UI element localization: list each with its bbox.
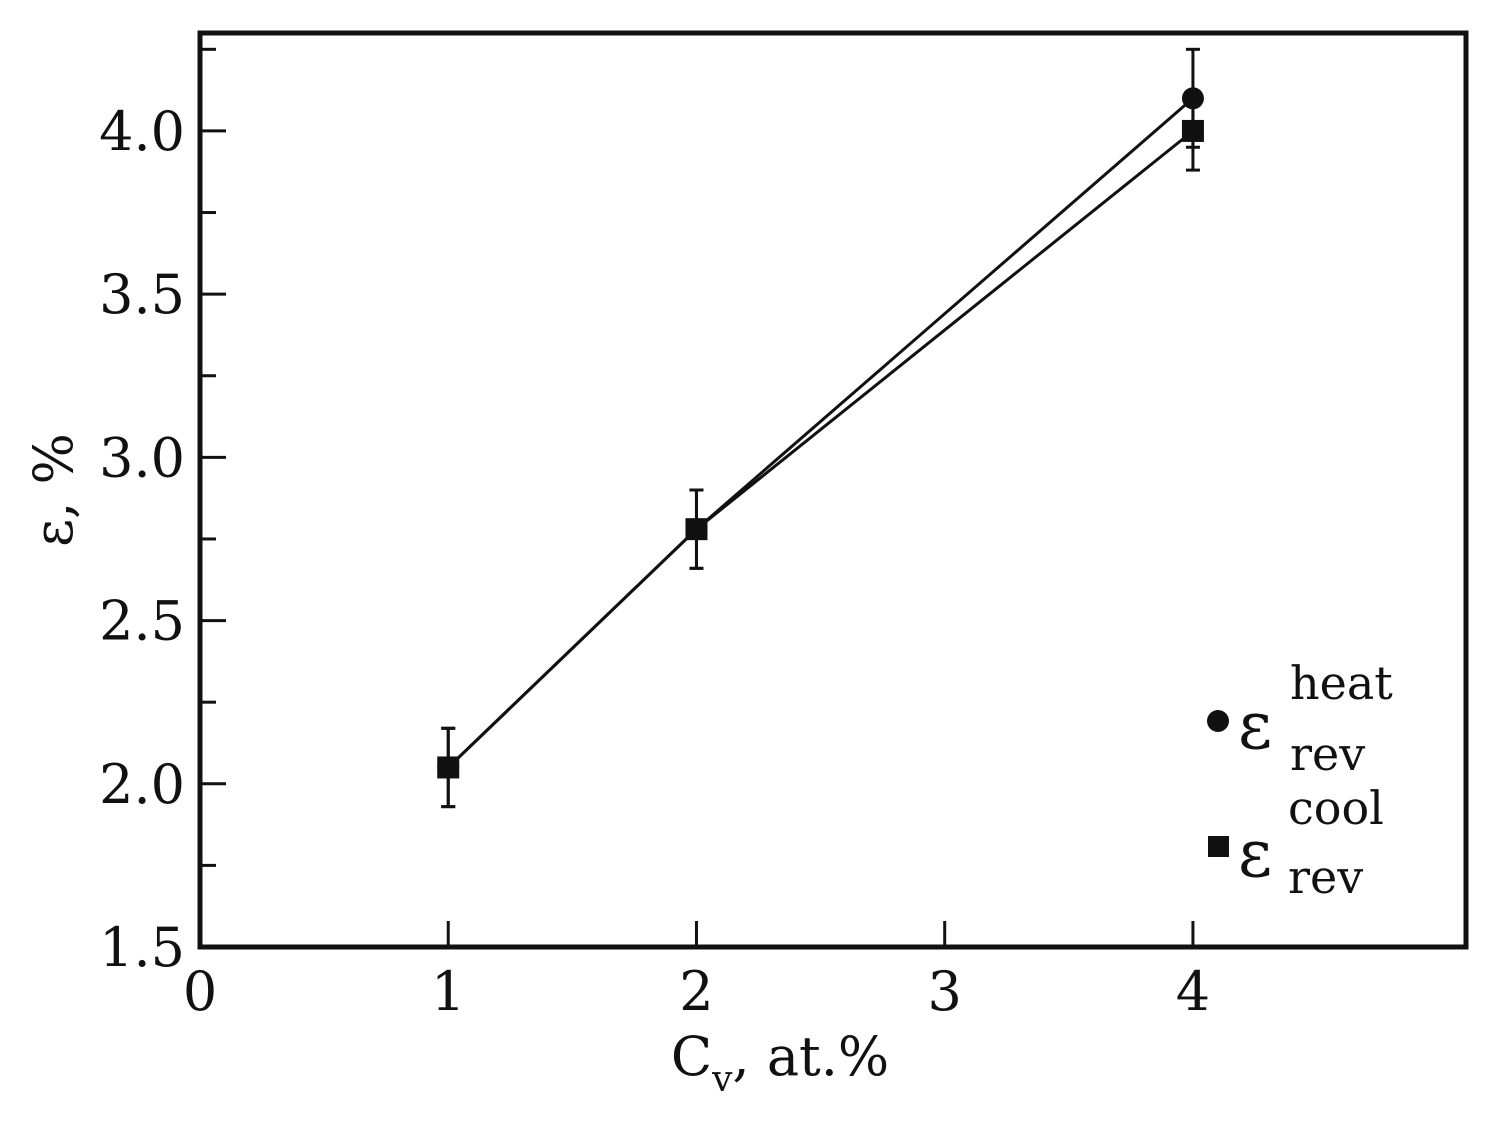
legend: ε heat rev ε cool rev <box>1207 656 1398 904</box>
data-point-square <box>1181 119 1204 142</box>
series-layer <box>437 47 1204 809</box>
y-tick-label: 3.0 <box>99 426 185 489</box>
legend-label-cool: ε cool rev <box>1238 781 1389 904</box>
y-tick-label: 2.5 <box>99 590 185 653</box>
series-line <box>447 97 1194 769</box>
legend-entry-cool: ε cool rev <box>1208 781 1389 904</box>
data-point-square <box>437 756 460 779</box>
x-axis-title-rest: , at.% <box>732 1025 889 1088</box>
tick-labels: 0 1 2 3 4 1.5 2.0 2.5 3.0 3.5 4.0 <box>99 100 1210 1023</box>
series-square <box>437 90 1204 809</box>
x-axis-title-sub: v <box>711 1059 733 1100</box>
legend-heat-sup: heat <box>1290 656 1393 710</box>
legend-cool-sub: rev <box>1288 850 1363 904</box>
minor-ticks <box>200 47 1195 947</box>
x-tick-label: 2 <box>679 960 713 1023</box>
x-tick-label: 1 <box>431 960 465 1023</box>
legend-cool-main: ε <box>1238 815 1272 892</box>
x-axis-title: Cv, at.% <box>671 1025 889 1100</box>
legend-heat-sub: rev <box>1290 727 1365 781</box>
y-axis-title: ε, % <box>22 433 85 547</box>
x-tick-label: 3 <box>928 960 962 1023</box>
y-tick-label: 3.5 <box>99 263 185 326</box>
legend-label-heat: ε heat rev <box>1238 656 1398 781</box>
legend-entry-heat: ε heat rev <box>1207 656 1398 781</box>
legend-marker-square <box>1208 836 1229 857</box>
x-axis-title-main: C <box>671 1025 712 1088</box>
y-tick-label: 1.5 <box>99 916 185 979</box>
x-tick-label: 0 <box>183 960 217 1023</box>
legend-marker-circle <box>1207 710 1229 732</box>
x-tick-label: 4 <box>1176 960 1210 1023</box>
series-line <box>447 129 1194 769</box>
legend-heat-main: ε <box>1238 687 1272 764</box>
y-tick-label: 4.0 <box>99 100 185 163</box>
y-tick-label: 2.0 <box>99 753 185 816</box>
plot-frame <box>197 30 1469 950</box>
legend-cool-sup: cool <box>1288 781 1384 835</box>
data-point-square <box>685 518 708 541</box>
